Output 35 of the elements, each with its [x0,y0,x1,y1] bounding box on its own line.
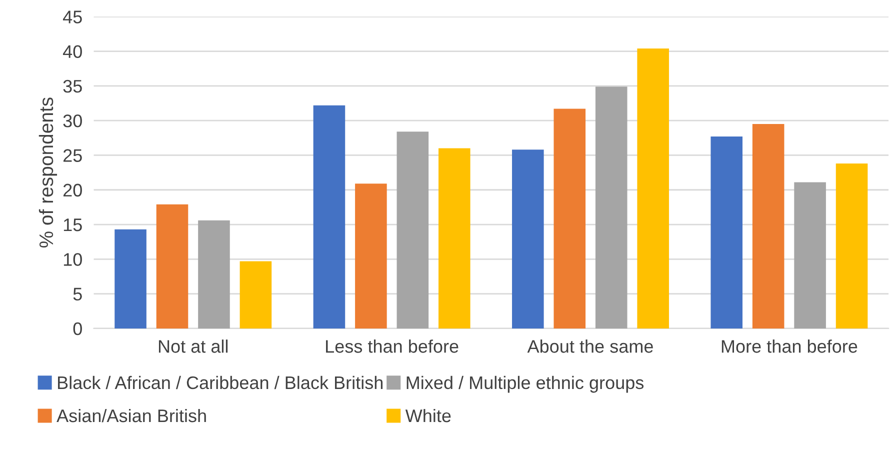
y-axis-title: % of respondents [38,98,58,248]
bar [836,164,868,328]
bar [752,124,784,328]
y-tick-label: 25 [63,149,82,162]
x-tick-label: More than before [722,340,858,353]
bar [595,86,628,328]
x-tick-label: About the same [527,340,653,353]
x-tick-label: Not at all [158,340,228,353]
legend-label: Mixed / Multiple ethnic groups [406,376,644,393]
y-tick-label: 45 [62,10,82,24]
bar [512,150,544,328]
legend-label: Black / African / Caribbean / Black British [58,376,383,390]
bar [156,204,188,328]
bar [355,184,387,328]
bar [554,108,586,328]
bar [710,136,742,328]
y-tick-label: 10 [64,253,82,266]
y-tick-label: 5 [73,288,82,301]
bar [396,132,429,328]
y-tick-label: 35 [63,80,82,93]
legend-label: Asian/Asian British [56,408,206,422]
bar [313,105,346,328]
bar [794,182,826,328]
legend-label: White [405,408,451,422]
y-tick-label: 20 [63,184,82,197]
bar [637,48,669,328]
y-tick-label: 15 [64,218,82,232]
bar [240,261,272,328]
bar [198,220,230,328]
y-tick-label: 30 [63,114,82,128]
x-tick-label: Less than before [326,340,458,353]
y-tick-label: 40 [62,45,82,58]
bar [438,148,470,328]
bar [114,229,146,328]
y-tick-label: 0 [73,322,82,336]
